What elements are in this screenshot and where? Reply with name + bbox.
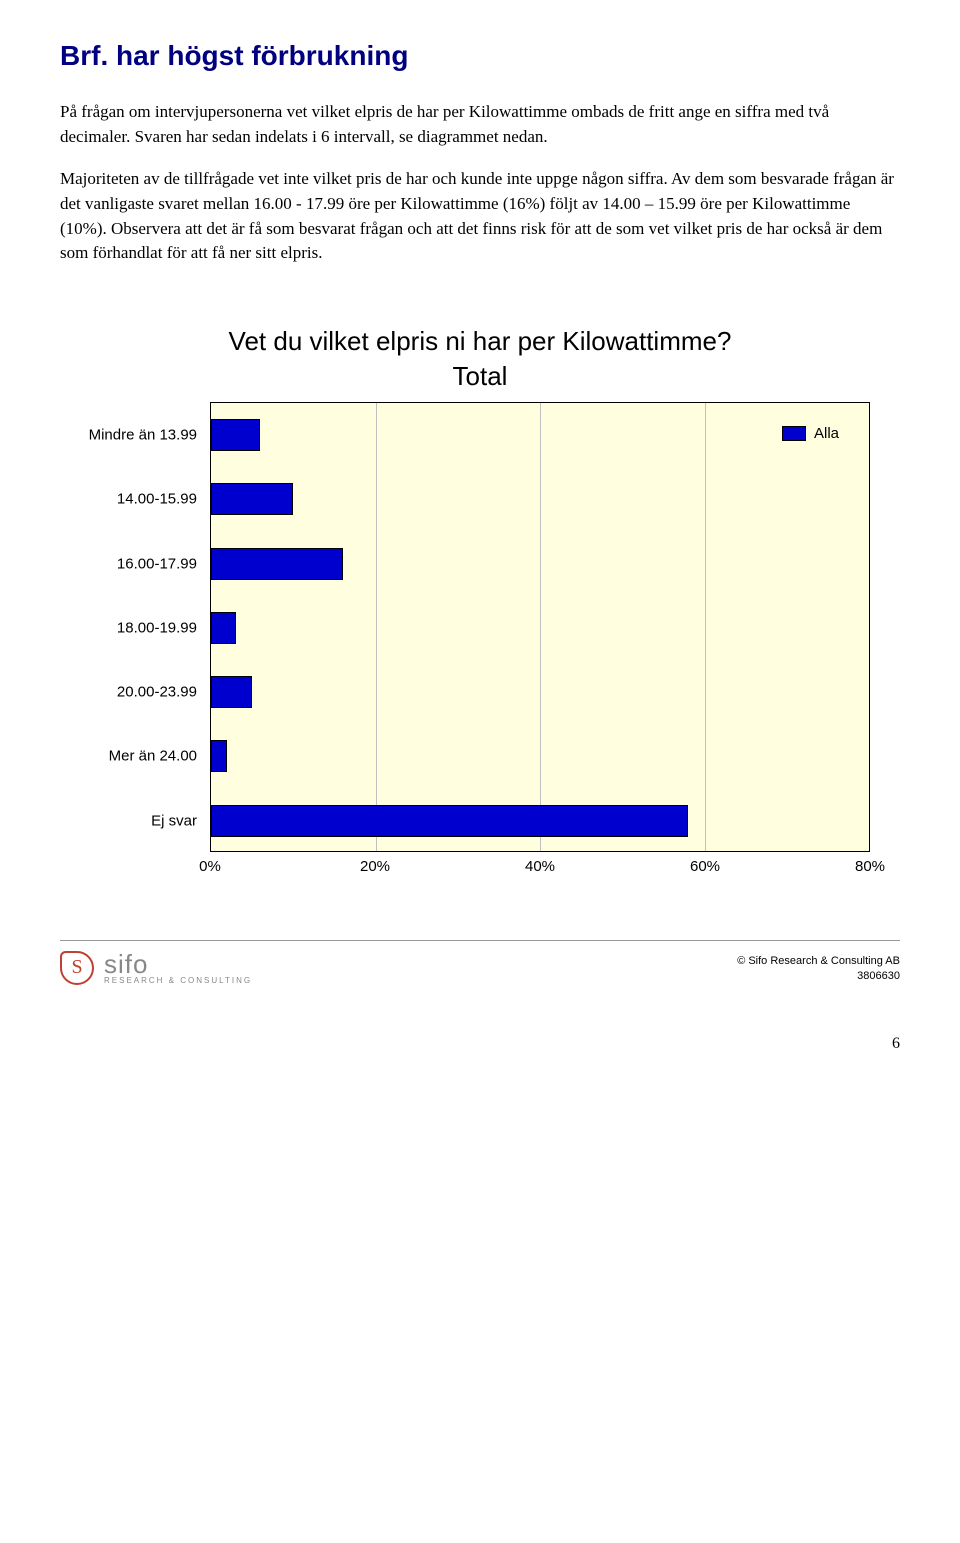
footer-copyright: © Sifo Research & Consulting AB	[737, 954, 900, 969]
logo-sub-text: RESEARCH & CONSULTING	[104, 977, 252, 985]
chart-title: Vet du vilket elpris ni har per Kilowatt…	[60, 326, 900, 357]
paragraph-2: Majoriteten av de tillfrågade vet inte v…	[60, 167, 900, 266]
x-tick-label: 20%	[360, 858, 390, 875]
bar-row	[211, 740, 227, 772]
chart-container: Vet du vilket elpris ni har per Kilowatt…	[60, 326, 900, 880]
footer: S sifo RESEARCH & CONSULTING © Sifo Rese…	[60, 951, 900, 985]
bar-row	[211, 483, 293, 515]
legend-label: Alla	[814, 425, 839, 442]
legend: Alla	[782, 425, 839, 442]
page-number: 6	[60, 1035, 900, 1053]
y-tick-label: 18.00-19.99	[117, 619, 211, 636]
bar	[211, 676, 252, 708]
x-tick-label: 80%	[855, 858, 885, 875]
chart-plot: Alla Mindre än 13.99 14.00-15.99 16.00-17.…	[90, 402, 870, 880]
bar-row	[211, 419, 260, 451]
y-tick-label: 16.00-17.99	[117, 555, 211, 572]
x-axis: 0%20%40%60%80%	[210, 852, 870, 880]
y-tick-label: 14.00-15.99	[117, 491, 211, 508]
logo-text: sifo RESEARCH & CONSULTING	[104, 951, 252, 985]
bar	[211, 612, 236, 644]
y-tick-label: 20.00-23.99	[117, 684, 211, 701]
x-tick-label: 60%	[690, 858, 720, 875]
footer-ref: 3806630	[737, 969, 900, 984]
y-tick-label: Ej svar	[151, 812, 211, 829]
paragraph-1: På frågan om intervjupersonerna vet vilk…	[60, 100, 900, 149]
gridline	[376, 403, 377, 851]
gridline	[540, 403, 541, 851]
legend-swatch	[782, 426, 806, 441]
bar-row	[211, 548, 343, 580]
gridline	[705, 403, 706, 851]
bar	[211, 548, 343, 580]
bar	[211, 740, 227, 772]
bar	[211, 419, 260, 451]
y-tick-label: Mer än 24.00	[109, 748, 211, 765]
page-title: Brf. har högst förbrukning	[60, 40, 900, 72]
bar-row	[211, 676, 252, 708]
logo-icon: S	[60, 951, 94, 985]
bar-row	[211, 612, 236, 644]
bar	[211, 805, 688, 837]
chart-subtitle: Total	[60, 361, 900, 392]
bar-row	[211, 805, 688, 837]
logo-main-text: sifo	[104, 951, 252, 977]
x-tick-label: 0%	[199, 858, 221, 875]
footer-logo: S sifo RESEARCH & CONSULTING	[60, 951, 252, 985]
bar	[211, 483, 293, 515]
x-tick-label: 40%	[525, 858, 555, 875]
footer-separator	[60, 940, 900, 941]
footer-right: © Sifo Research & Consulting AB 3806630	[737, 954, 900, 985]
plot-area: Alla Mindre än 13.9914.00-15.9916.00-17.…	[210, 402, 870, 852]
y-tick-label: Mindre än 13.99	[89, 426, 211, 443]
